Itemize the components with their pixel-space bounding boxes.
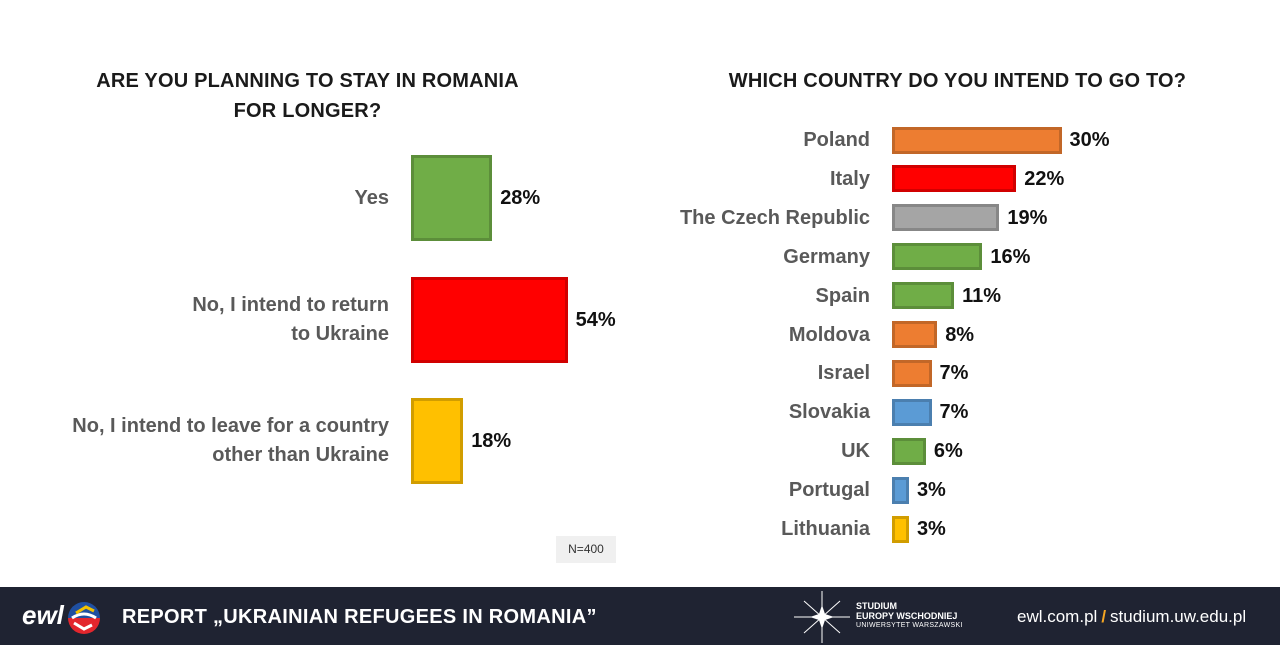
bar-italy [892,165,1017,193]
bar-portugal [892,476,909,504]
bar-moldova [892,321,938,348]
chart-title-destination: WHICH COUNTRY DO YOU INTEND TO GO TO? [728,70,1187,92]
category-label-the-czech-republic: The Czech Republic [679,206,870,229]
value-label-poland: 30% [1069,129,1110,151]
ewl-link[interactable]: ewl.com.pl [1017,607,1098,626]
value-label-moldova: 8% [945,323,975,346]
bar-germany [892,243,983,271]
category-label-spain: Spain [815,284,870,307]
footer-links: ewl.com.pl / studium.uw.edu.pl [1017,607,1246,627]
category-label-israel: Israel [817,362,870,385]
category-label-italy: Italy [829,167,870,190]
sample-size-note: N=400 [556,536,616,563]
value-label-uk: 6% [933,440,963,463]
bar-poland [892,126,1062,154]
institute-name: STUDIUM EUROPY WSCHODNIEJ UNIWERSYTET WA… [856,601,963,631]
bar-yes [411,155,493,241]
institute-line-2: EUROPY WSCHODNIEJ [856,611,958,621]
value-label-italy: 22% [1024,167,1065,190]
value-label-spain: 11% [962,284,1002,307]
value-label-no-i-intend-to-leave-for-a-country-other-than-ukraine: 18% [471,430,512,452]
bar-lithuania [892,515,909,543]
handshake-logo-icon [68,602,100,634]
bar-slovakia [892,398,932,426]
value-label-the-czech-republic: 19% [1007,206,1048,229]
category-label-no-i-intend-to-return-to-ukraine: No, I intend to return to Ukraine [192,293,389,345]
bar-no-i-intend-to-return-to-ukraine [411,276,568,363]
bar-israel [892,359,932,387]
category-label-no-i-intend-to-leave-for-a-country-other-than-ukraine: No, I intend to leave for a country othe… [72,415,389,466]
value-label-germany: 16% [990,245,1031,268]
footer-bar: ewl REPORT „UKRAINIAN REFUGEES IN ROMANI… [0,587,1280,645]
bar-spain [892,282,955,310]
institute-line-1: STUDIUM [856,601,897,611]
studium-link[interactable]: studium.uw.edu.pl [1110,607,1247,626]
report-title: REPORT „UKRAINIAN REFUGEES IN ROMANIA” [122,606,597,628]
bar-the-czech-republic [892,204,1000,232]
category-label-lithuania: Lithuania [781,518,870,540]
category-label-portugal: Portugal [788,479,870,502]
value-label-lithuania: 3% [916,518,946,540]
category-label-poland: Poland [803,129,870,151]
category-label-uk: UK [841,440,870,463]
value-label-no-i-intend-to-return-to-ukraine: 54% [575,308,616,331]
institute-line-3: UNIWERSYTET WARSZAWSKI [856,622,963,629]
ewl-logo: ewl [22,600,64,630]
category-label-moldova: Moldova [788,323,870,346]
link-separator: / [1101,607,1107,626]
chart-title-stay: ARE YOU PLANNING TO STAY IN ROMANIA FOR … [96,70,519,122]
bar-no-i-intend-to-leave-for-a-country-other-than-ukraine [411,398,464,484]
value-label-yes: 28% [500,187,541,209]
value-label-portugal: 3% [916,479,946,502]
category-label-yes: Yes [354,186,389,209]
value-label-slovakia: 7% [939,401,969,424]
value-label-israel: 7% [939,362,969,385]
category-label-germany: Germany [783,245,870,268]
category-label-slovakia: Slovakia [788,401,870,424]
star-logo-icon [794,591,850,643]
bar-uk [892,437,926,465]
